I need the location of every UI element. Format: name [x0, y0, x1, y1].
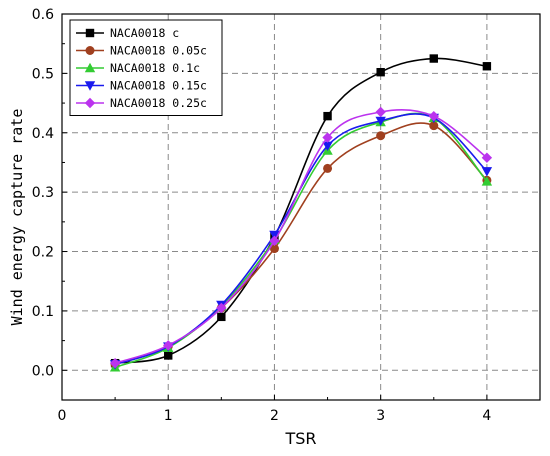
data-point [269, 244, 279, 254]
data-point [269, 235, 280, 247]
series-line [114, 112, 488, 369]
series-line [114, 57, 488, 364]
series-4 [109, 106, 493, 369]
x-tick-label: 2 [270, 408, 279, 424]
legend-label: NACA0018 0.1c [110, 61, 200, 75]
legend-marker [84, 81, 96, 91]
series-layer [109, 54, 493, 372]
data-point [323, 111, 332, 121]
y-tick-label: 0.2 [32, 245, 54, 261]
data-point [164, 351, 173, 360]
y-tick-label: 0.4 [32, 126, 54, 142]
legend-marker [85, 46, 95, 55]
y-tick-label: 0.0 [32, 363, 54, 379]
data-point [375, 116, 386, 127]
data-point [216, 302, 227, 314]
y-tick-label: 0.3 [32, 185, 54, 201]
series-line [114, 108, 488, 364]
legend-label: NACA0018 0.15c [110, 79, 207, 93]
data-point [429, 54, 438, 63]
data-point [323, 163, 333, 173]
legend-label: NACA0018 0.25c [110, 96, 207, 110]
x-axis-title: TSR [284, 429, 316, 448]
data-point [322, 141, 333, 152]
data-point [269, 230, 280, 241]
axis-ticks: 0 1 2 3 4 0.0 0.1 0.2 0.3 0.4 0.5 0.6 [32, 7, 492, 424]
data-point [481, 152, 493, 163]
x-tick-label: 3 [376, 408, 385, 424]
legend-marker [84, 62, 96, 73]
series-3 [109, 113, 493, 370]
x-tick-label: 1 [164, 408, 173, 424]
data-point [429, 121, 439, 131]
data-point [217, 312, 226, 322]
data-point [375, 106, 386, 118]
legend-label: NACA0018 c [110, 26, 179, 40]
data-point [109, 357, 121, 369]
plot-frame [61, 13, 541, 401]
data-point [163, 340, 174, 351]
data-point [428, 110, 439, 122]
data-point [376, 131, 386, 141]
legend: NACA0018 c NACA0018 0.05c NACA0018 0.1c NAC… [69, 19, 223, 116]
data-point [481, 167, 493, 177]
data-point [322, 132, 333, 143]
y-tick-label: 0.1 [32, 304, 54, 320]
series-2 [109, 112, 493, 372]
series-line [114, 113, 488, 366]
y-tick-label: 0.5 [32, 66, 54, 82]
data-point [481, 176, 493, 186]
data-point [376, 67, 385, 77]
x-tick-label: 0 [58, 408, 67, 424]
series-line [114, 122, 488, 366]
legend-marker [84, 97, 96, 109]
legend-marker [85, 28, 95, 38]
y-axis-title: Wind energy capture rate [8, 109, 26, 326]
x-tick-label: 4 [482, 408, 491, 424]
data-point [482, 62, 492, 71]
legend-label: NACA0018 0.05c [110, 44, 207, 58]
grid-lines [62, 14, 540, 400]
y-tick-label: 0.6 [32, 7, 54, 23]
